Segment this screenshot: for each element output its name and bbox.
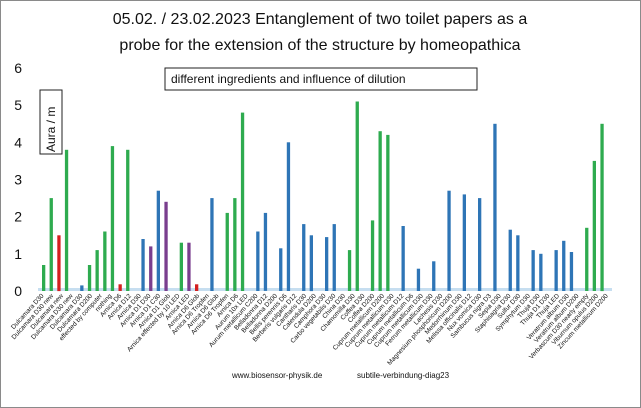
bar [355,101,359,291]
bar [585,227,589,291]
ylabel-box [39,89,63,155]
bar [95,250,99,291]
bar [378,131,382,291]
y-tick-label: 5 [14,97,22,113]
bar [302,224,306,291]
bar [156,190,160,291]
bar [332,224,336,291]
bar [370,220,375,291]
bars-group [42,101,604,292]
y-tick-label: 4 [14,134,22,150]
bar [187,242,191,291]
y-tick-label: 2 [14,209,22,225]
bar [256,231,260,291]
bar [195,284,199,291]
bar [531,250,535,291]
bar [554,250,558,291]
bar [240,112,245,291]
bar [447,190,451,291]
bar [126,149,130,291]
bar [309,235,313,292]
annotation-text: different ingredients and influence of d… [171,72,406,86]
bar [462,194,466,291]
bar [347,250,352,291]
bar [401,226,405,291]
bar [592,160,596,291]
bar [57,235,61,292]
chart-title-line2: probe for the extension of the structure… [119,37,520,54]
y-tick-label: 0 [14,283,22,299]
bar [325,237,329,291]
bar [279,248,283,291]
bar [141,239,145,291]
bar [225,212,229,291]
bar [432,261,436,291]
chart-title-line1: 05.02. / 23.02.2023 Entanglement of two … [113,11,528,28]
bar [569,252,574,291]
bar [516,235,520,292]
bar [508,229,512,291]
bar [233,198,237,291]
bar [600,123,604,292]
annotation-box [164,67,478,91]
bar [179,242,183,291]
bar [493,123,497,292]
y-tick-label: 3 [14,172,22,188]
bar [87,265,92,291]
bar [118,284,122,291]
bar [562,240,566,291]
y-axis-label: Aura / m [44,107,58,152]
bar [478,198,482,291]
footer-website: www.biosensor-physik.de [231,371,323,380]
y-tick-label: 6 [14,60,22,76]
bar [64,149,69,291]
bar [539,253,543,291]
bar [49,198,53,291]
bar [286,142,291,291]
bar [416,268,421,291]
bar [149,246,153,291]
bar [164,201,168,291]
bar [80,285,84,291]
bar [263,212,268,291]
bar [386,134,390,291]
bar [42,265,46,291]
bar [110,146,115,291]
y-tick-label: 1 [14,246,22,262]
bar [210,198,214,291]
bar [103,231,107,291]
footer-file: subtile-verbindung-diag23 [357,371,450,380]
